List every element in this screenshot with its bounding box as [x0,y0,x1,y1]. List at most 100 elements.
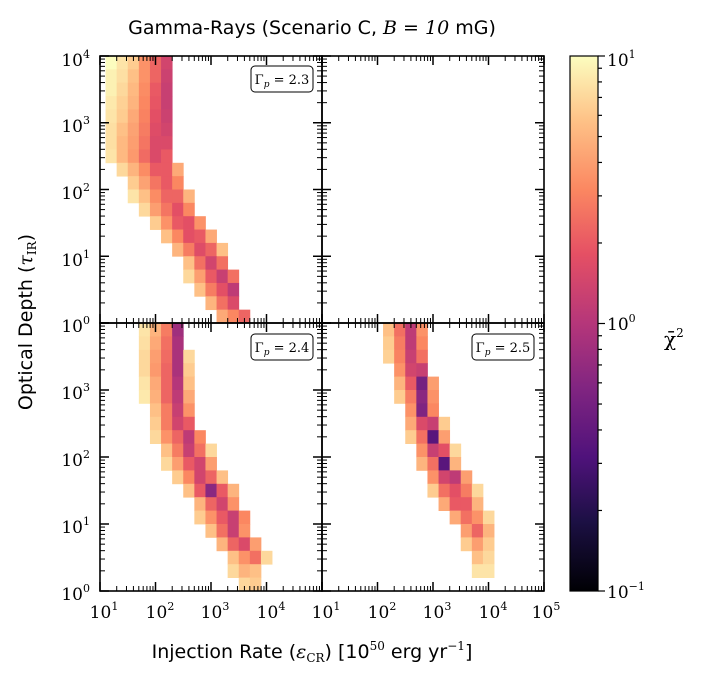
heatmap-cell [149,336,162,351]
heatmap-cell [161,202,173,217]
y-tick-label: 103 [61,114,90,137]
heatmap-cell [405,390,417,404]
heatmap-cell [183,376,195,391]
heatmap-cell [438,483,451,498]
heatmap-cell [449,483,462,498]
y-tick-label: 100 [61,582,90,605]
heatmap-cell [383,336,395,351]
heatmap-cell [183,242,195,257]
heatmap-cell [138,202,151,217]
heatmap-cell [216,470,229,485]
heatmap-cell [194,242,206,257]
heatmap-cell [116,69,129,84]
panel-bottom-left [138,323,273,592]
heatmap-cell [216,282,229,297]
heatmap-cell [405,376,417,391]
heatmap-cell [205,296,217,311]
heatmap-cell [205,242,217,257]
heatmap-cell [105,82,118,97]
x-tick-label: 102 [146,600,175,623]
heatmap-cell [183,470,195,485]
panel-label-bottom-right: Γp = 2.5 [471,333,535,361]
xlabel-close: ] [465,641,472,663]
gamma-value: = 2.3 [269,73,309,88]
gamma-value: = 2.5 [490,341,530,356]
heatmap-cell [249,577,262,592]
heatmap-cell [416,349,428,364]
heatmap-cell [427,430,439,444]
heatmap-cell [183,416,195,431]
heatmap-cell [149,149,162,164]
heatmap-cell [172,403,184,418]
heatmap-cell [127,82,140,97]
heatmap-cell [161,416,173,431]
heatmap-cell [482,510,495,525]
heatmap-cell [149,69,162,84]
heatmap-cell [149,216,162,230]
heatmap-cell [216,510,229,525]
y-tick-label: 102 [61,181,90,204]
heatmap-cell [172,363,184,377]
heatmap-cell [138,69,151,84]
heatmap-cell [238,510,251,525]
heatmap-cell [138,136,151,150]
heatmap-cell [205,229,217,244]
heatmap-cell [194,269,206,284]
heatmap-cell [183,229,195,244]
heatmap-cell [149,349,162,364]
heatmap-cell [183,216,195,230]
heatmap-cell [127,56,140,70]
heatmap-cell [238,564,251,578]
heatmap-cell [149,136,162,150]
heatmap-cell [161,69,173,84]
heatmap-cell [238,550,251,565]
heatmap-cell [216,269,229,284]
heatmap-cell [183,363,195,377]
heatmap-cell [205,457,217,471]
y-tick-label: 104 [61,48,90,71]
y-tick-label: 101 [61,515,90,538]
heatmap-cell [449,457,462,471]
heatmap-cell [105,56,118,70]
heatmap-cell [383,323,395,337]
heatmap-cell [227,309,240,324]
heatmap-cell [149,376,162,391]
heatmap-cell [449,497,462,511]
heatmap-cell [405,430,417,444]
heatmap-cell [216,242,229,257]
heatmap-cell [161,122,173,137]
heatmap-cell [138,336,151,351]
heatmap-cell [172,457,184,471]
panel-label-box-top-left [250,65,314,93]
heatmap-cell [161,56,173,70]
heatmap-cell [172,323,184,337]
xlabel-middle: ) [10 [325,641,370,663]
heatmap-cell [172,376,184,391]
heatmap-cell [205,483,217,498]
heatmap-cell [138,162,151,177]
heatmap-cell [183,189,195,204]
heatmap-cell [438,443,451,458]
gamma-symbol: Γ [255,73,264,88]
heatmap-cell [249,550,262,565]
colorbar-label: χ̄2 [664,326,684,351]
heatmap-cell [116,149,129,164]
heatmap-cell [460,497,473,511]
heatmap-cell [249,564,262,578]
heatmap-cell [138,390,151,404]
heatmap-cell [227,282,240,297]
heatmap-cell [194,256,206,270]
xlabel-end-superscript: −1 [447,639,465,653]
heatmap-cell [105,136,118,150]
heatmap-cell [127,176,140,190]
heatmap-cell [205,256,217,270]
heatmap-cell [116,56,129,70]
x-tick-label: 104 [479,600,508,623]
y-tick-label: 101 [61,248,90,271]
heatmap-cell [172,229,184,244]
y-tick-label: 103 [61,381,90,404]
heatmap-cell [127,162,140,177]
heatmap-cell [416,457,428,471]
heatmap-cell [427,470,439,485]
